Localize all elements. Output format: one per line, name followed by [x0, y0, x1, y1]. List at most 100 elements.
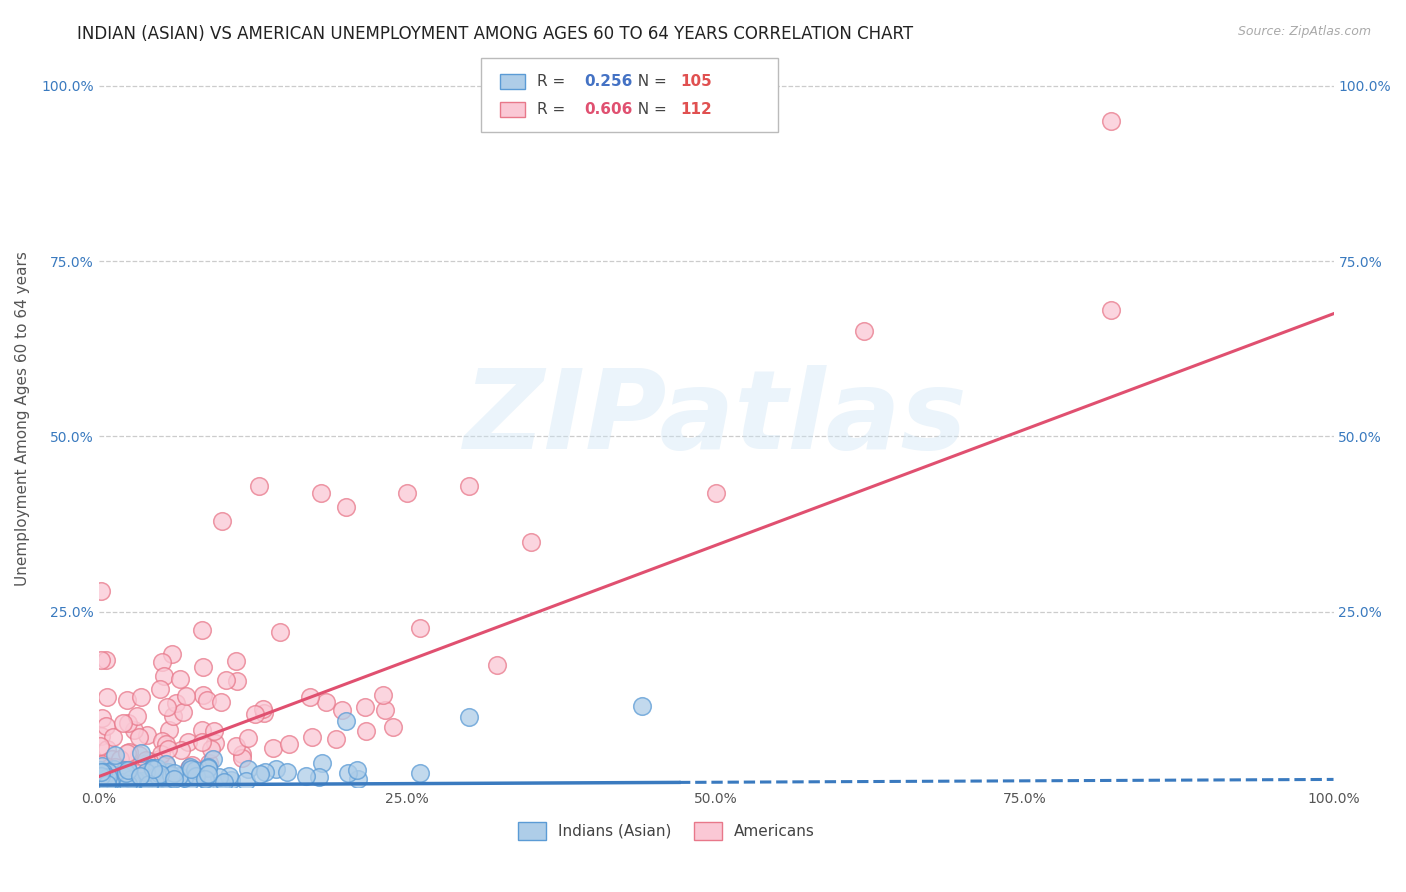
Point: [347, 772, 370, 786]
Point: [160, 647, 183, 661]
Point: [157, 741, 180, 756]
Point: [212, 774, 235, 789]
Point: [155, 758, 177, 772]
Point: [149, 764, 172, 779]
Point: [335, 714, 357, 728]
Point: [374, 703, 396, 717]
Point: [108, 752, 131, 766]
Point: [458, 710, 481, 724]
Point: [120, 777, 142, 791]
Point: [91, 759, 114, 773]
Point: [1099, 303, 1122, 318]
Point: [129, 746, 152, 760]
Point: [125, 766, 148, 780]
Point: [169, 672, 191, 686]
Point: [117, 763, 139, 777]
Point: [142, 762, 165, 776]
Point: [89, 763, 111, 777]
Point: [356, 724, 378, 739]
Point: [98, 773, 121, 788]
Point: [163, 766, 186, 780]
Point: [162, 709, 184, 723]
Point: [180, 757, 202, 772]
Point: [853, 324, 876, 338]
Point: [90, 729, 112, 743]
Point: [98, 760, 121, 774]
Point: [190, 723, 212, 737]
Point: [195, 693, 218, 707]
Point: [371, 688, 394, 702]
Point: [121, 766, 143, 780]
Point: [115, 746, 138, 760]
Point: [145, 767, 167, 781]
Point: [172, 705, 194, 719]
Point: [236, 762, 259, 776]
Point: [91, 773, 114, 788]
Point: [121, 772, 143, 787]
Text: 105: 105: [681, 74, 711, 89]
Point: [117, 715, 139, 730]
Point: [231, 751, 253, 765]
Text: INDIAN (ASIAN) VS AMERICAN UNEMPLOYMENT AMONG AGES 60 TO 64 YEARS CORRELATION CH: INDIAN (ASIAN) VS AMERICAN UNEMPLOYMENT …: [77, 25, 914, 43]
Point: [129, 690, 152, 704]
Point: [96, 777, 118, 791]
Point: [96, 742, 118, 756]
Point: [197, 760, 219, 774]
Point: [219, 773, 242, 788]
Point: [128, 748, 150, 763]
Point: [96, 777, 118, 791]
Text: 112: 112: [681, 102, 711, 117]
Point: [214, 673, 236, 687]
Text: 0.256: 0.256: [583, 74, 633, 89]
Point: [132, 776, 155, 790]
Point: [160, 768, 183, 782]
Point: [201, 752, 224, 766]
Point: [176, 689, 198, 703]
Point: [486, 657, 509, 672]
Point: [91, 774, 114, 789]
Point: [94, 652, 117, 666]
Point: [409, 766, 432, 780]
Point: [100, 777, 122, 791]
Point: [105, 771, 128, 785]
Point: [243, 706, 266, 721]
Point: [98, 775, 121, 789]
Point: [266, 762, 288, 776]
Point: [252, 702, 274, 716]
Point: [101, 767, 124, 781]
Point: [335, 500, 357, 514]
Point: [112, 716, 135, 731]
Y-axis label: Unemployment Among Ages 60 to 64 years: Unemployment Among Ages 60 to 64 years: [15, 252, 30, 586]
Point: [149, 767, 172, 781]
Point: [96, 719, 118, 733]
Point: [141, 761, 163, 775]
Point: [114, 764, 136, 778]
Point: [209, 777, 232, 791]
FancyBboxPatch shape: [501, 74, 524, 89]
Point: [202, 723, 225, 738]
Point: [458, 478, 481, 492]
Point: [103, 731, 125, 745]
Point: [631, 699, 654, 714]
Point: [173, 771, 195, 785]
Point: [98, 776, 121, 790]
Point: [100, 752, 122, 766]
Point: [298, 690, 321, 704]
Point: [396, 485, 419, 500]
Point: [269, 624, 291, 639]
Point: [236, 731, 259, 745]
Point: [115, 769, 138, 783]
Point: [180, 762, 202, 776]
Point: [225, 654, 247, 668]
Point: [115, 766, 138, 780]
Point: [247, 478, 270, 492]
Point: [209, 695, 232, 709]
Point: [127, 764, 149, 778]
Point: [104, 773, 127, 788]
Point: [90, 653, 112, 667]
Text: R =: R =: [537, 74, 569, 89]
Point: [346, 763, 368, 777]
Point: [103, 762, 125, 776]
Point: [153, 778, 176, 792]
Point: [225, 739, 247, 753]
